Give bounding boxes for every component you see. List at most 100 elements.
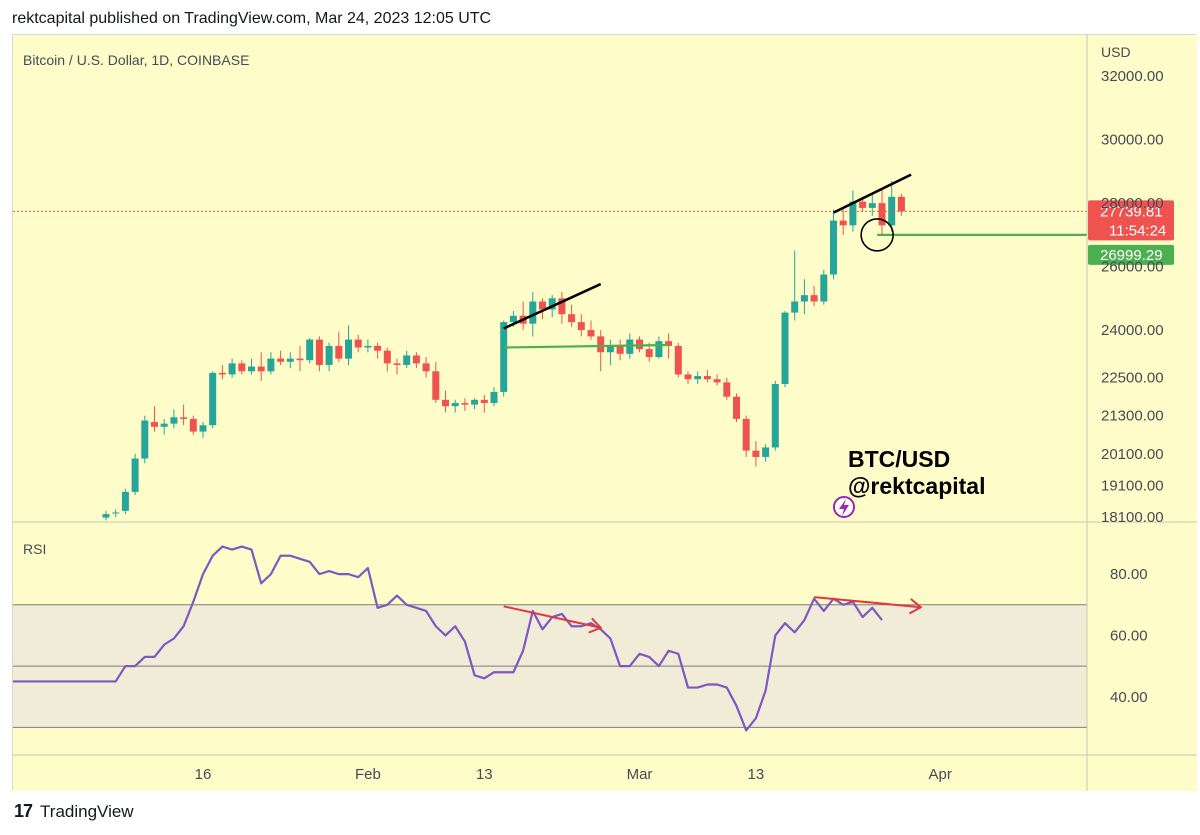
time-tick-label: Mar <box>627 766 653 783</box>
candle-up[interactable] <box>820 269 828 305</box>
candle-up[interactable] <box>655 336 663 359</box>
candle-up[interactable] <box>771 380 779 451</box>
candle-up[interactable] <box>248 358 255 375</box>
candle-up[interactable] <box>762 444 770 462</box>
candle-up[interactable] <box>364 339 372 353</box>
divergence-arrow[interactable] <box>814 596 921 609</box>
candle-up[interactable] <box>209 371 217 429</box>
tradingview-brand[interactable]: TradingView <box>40 801 134 821</box>
candle-down[interactable] <box>422 357 430 378</box>
candle-down[interactable] <box>480 395 488 413</box>
candle-up[interactable] <box>868 193 876 216</box>
candle-body <box>597 336 605 353</box>
candle-up[interactable] <box>403 350 411 369</box>
rsi-title[interactable]: RSI <box>23 541 46 557</box>
divergence-arrow[interactable] <box>503 605 601 629</box>
candle-up[interactable] <box>121 488 129 515</box>
chart-frame[interactable]: 27739.81 11:54:24 26999.29 32000.00 30000.0… <box>12 34 1197 791</box>
candle-down[interactable] <box>839 209 847 235</box>
candle-down[interactable] <box>315 336 323 372</box>
candle-up[interactable] <box>849 190 857 232</box>
candle-up[interactable] <box>131 453 139 496</box>
candle-up[interactable] <box>490 387 498 407</box>
candle-up[interactable] <box>800 279 808 315</box>
candle-down[interactable] <box>616 339 624 361</box>
candle-up[interactable] <box>306 337 314 364</box>
candle-up[interactable] <box>102 510 110 521</box>
marker-circle[interactable] <box>860 218 894 252</box>
candle-down[interactable] <box>752 441 760 467</box>
candle-up[interactable] <box>451 399 459 413</box>
chart-canvas[interactable]: 27739.81 11:54:24 26999.29 32000.00 30000.0… <box>13 35 1197 791</box>
lightning-icon[interactable] <box>833 496 855 518</box>
candle-body <box>878 203 886 226</box>
candle-up[interactable] <box>606 339 614 365</box>
candle-down[interactable] <box>742 415 750 457</box>
candle-up[interactable] <box>228 358 236 378</box>
candle-up[interactable] <box>500 320 508 397</box>
candle-down[interactable] <box>674 342 682 378</box>
candle-up[interactable] <box>791 250 799 321</box>
tradingview-logo[interactable]: 17 <box>14 801 33 821</box>
candle-up[interactable] <box>160 418 168 435</box>
candle-up[interactable] <box>471 398 479 410</box>
candle-down[interactable] <box>393 358 401 375</box>
candle-down[interactable] <box>432 361 440 404</box>
candle-body <box>471 399 479 405</box>
candle-down[interactable] <box>296 345 304 372</box>
candle-down[interactable] <box>568 304 576 327</box>
candle-down[interactable] <box>442 390 449 413</box>
candle-up[interactable] <box>267 352 275 375</box>
candle-down[interactable] <box>277 350 285 365</box>
candle-up[interactable] <box>170 409 178 429</box>
candle-down[interactable] <box>218 364 226 380</box>
symbol-title[interactable]: Bitcoin / U.S. Dollar, 1D, COINBASE <box>23 52 249 68</box>
candle-down[interactable] <box>238 360 246 375</box>
candle-down[interactable] <box>461 398 469 411</box>
candle-down[interactable] <box>597 330 605 372</box>
candle-body <box>568 314 576 323</box>
candle-body <box>112 512 120 514</box>
candle-down[interactable] <box>383 347 391 372</box>
candle-down[interactable] <box>733 393 740 423</box>
candle-down[interactable] <box>354 334 362 353</box>
candle-down[interactable] <box>189 415 197 435</box>
candle-down[interactable] <box>810 285 818 307</box>
candle-down[interactable] <box>897 193 905 216</box>
candle-up[interactable] <box>199 422 207 438</box>
candle-up[interactable] <box>141 415 149 464</box>
candle-up[interactable] <box>345 325 352 365</box>
range-line[interactable] <box>503 343 669 349</box>
candle-up[interactable] <box>888 180 896 232</box>
candle-down[interactable] <box>335 331 343 362</box>
candle-up[interactable] <box>830 209 837 280</box>
candle-down[interactable] <box>539 298 546 319</box>
candle-down[interactable] <box>558 291 566 324</box>
candle-down[interactable] <box>374 342 382 359</box>
rsi-line[interactable] <box>13 545 883 732</box>
candle-down[interactable] <box>684 371 692 384</box>
candle-body <box>723 382 731 397</box>
trendline[interactable] <box>832 173 912 214</box>
candle-down[interactable] <box>412 352 420 369</box>
candle-down[interactable] <box>151 406 158 432</box>
candle-up[interactable] <box>286 352 294 369</box>
candle-down[interactable] <box>703 369 711 383</box>
candle-down[interactable] <box>257 352 265 381</box>
candle-down[interactable] <box>713 374 721 386</box>
price-tick-label: 30000.00 <box>1101 132 1164 149</box>
candle-up[interactable] <box>112 509 120 518</box>
candle-up[interactable] <box>781 311 789 388</box>
candle-down[interactable] <box>587 320 595 340</box>
candle-body <box>199 425 207 432</box>
candle-up[interactable] <box>325 342 333 372</box>
candle-down[interactable] <box>577 314 585 337</box>
candle-down[interactable] <box>723 377 731 400</box>
candle-body <box>277 358 285 362</box>
candle-up[interactable] <box>694 371 702 384</box>
trendline[interactable] <box>503 282 602 330</box>
candle-body <box>868 203 876 208</box>
candle-down[interactable] <box>180 404 188 426</box>
candle-body <box>897 196 905 212</box>
candle-body <box>345 339 352 359</box>
